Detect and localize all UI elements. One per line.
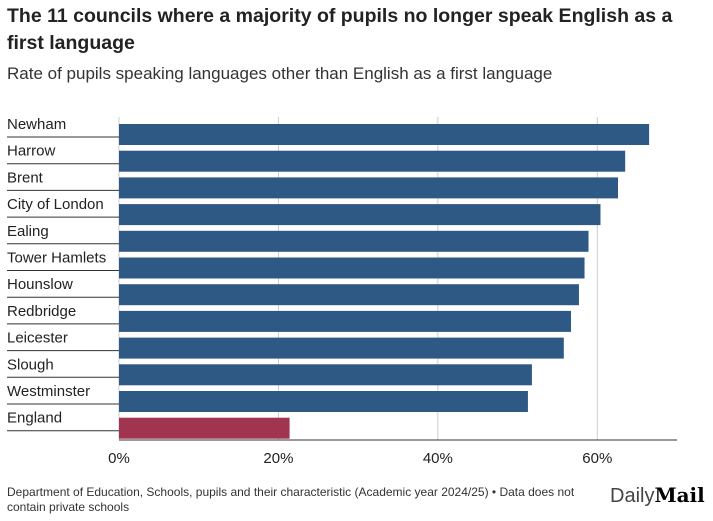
bar <box>119 391 528 412</box>
category-label: Ealing <box>7 223 49 240</box>
source-note: Department of Education, Schools, pupils… <box>7 485 575 514</box>
bar <box>119 364 532 386</box>
x-tick-label: 60% <box>582 450 612 467</box>
category-label: Slough <box>7 356 54 373</box>
category-label: Harrow <box>7 143 56 160</box>
chart-subtitle: Rate of pupils speaking languages other … <box>7 64 553 83</box>
bar <box>119 177 619 199</box>
bar <box>119 417 290 439</box>
bar <box>119 230 589 252</box>
category-label: City of London <box>7 196 104 213</box>
category-label: Redbridge <box>7 303 76 320</box>
chart-title: The 11 councils where a majority of pupi… <box>7 5 673 54</box>
category-label: Brent <box>7 169 44 186</box>
category-label: Leicester <box>7 330 68 347</box>
bar <box>119 257 585 279</box>
bar <box>119 150 626 172</box>
bar <box>119 124 650 145</box>
x-tick-label: 20% <box>263 450 293 467</box>
bar <box>119 337 564 359</box>
x-tick-label: 0% <box>108 450 130 467</box>
bar <box>119 310 571 332</box>
category-label: Tower Hamlets <box>7 249 106 266</box>
brand-first: Daily <box>610 485 655 507</box>
category-label: Newham <box>7 116 66 133</box>
brand-second: Mail <box>654 483 705 507</box>
category-label: Westminster <box>7 383 90 400</box>
category-label: England <box>7 410 62 427</box>
category-label: Hounslow <box>7 276 73 293</box>
brand-logo: DailyMail <box>610 483 705 508</box>
bar <box>119 204 601 226</box>
bar <box>119 284 579 306</box>
chart: 0% 20% 40% 60% Newham Harrow Brent City of Lond… <box>7 116 677 467</box>
x-tick-label: 40% <box>423 450 453 467</box>
